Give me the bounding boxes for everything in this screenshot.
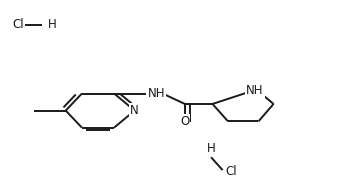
- Text: NH: NH: [246, 84, 264, 97]
- Text: Cl: Cl: [225, 165, 237, 177]
- Text: N: N: [130, 104, 139, 117]
- Text: O: O: [180, 115, 190, 128]
- Text: H: H: [47, 18, 56, 31]
- Text: Cl: Cl: [13, 18, 24, 31]
- Text: NH: NH: [148, 87, 165, 100]
- Text: H: H: [207, 142, 215, 155]
